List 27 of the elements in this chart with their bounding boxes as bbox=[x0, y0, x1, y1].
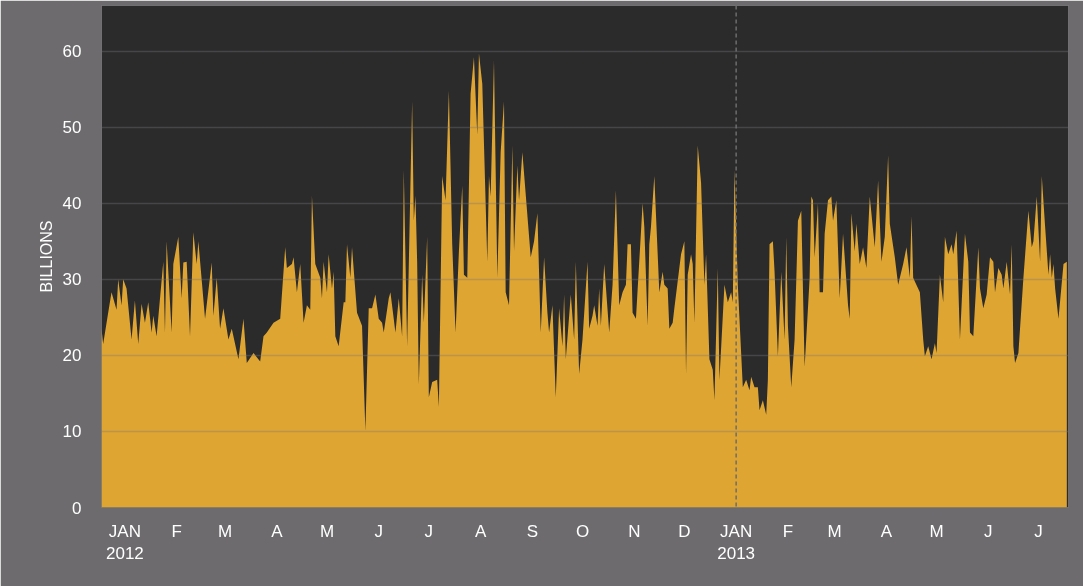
x-tick-label: J bbox=[1034, 521, 1043, 541]
y-tick-label: 50 bbox=[62, 118, 82, 138]
x-tick-label: A bbox=[271, 521, 284, 541]
x-tick-label: N bbox=[628, 521, 641, 541]
x-tick-label: F bbox=[171, 521, 182, 541]
x-tick-label: M bbox=[827, 521, 842, 541]
x-tick-label: JAN 2012 bbox=[105, 521, 144, 564]
x-tick-label: JAN 2013 bbox=[717, 521, 756, 564]
x-tick-label: J bbox=[374, 521, 383, 541]
y-axis-title: BILLIONS bbox=[37, 220, 55, 293]
x-tick-label: M bbox=[319, 521, 335, 541]
x-tick-label: F bbox=[782, 521, 794, 541]
x-tick-label: A bbox=[474, 521, 487, 541]
x-tick-label: M bbox=[929, 521, 944, 541]
x-tick-label: M bbox=[218, 521, 233, 541]
x-tick-label: J bbox=[424, 521, 434, 541]
y-tick-label: 60 bbox=[62, 42, 82, 62]
y-tick-label: 10 bbox=[62, 422, 82, 442]
y-tick-label: 20 bbox=[62, 346, 82, 366]
x-tick-label: D bbox=[678, 521, 691, 541]
y-tick-label: 0 bbox=[72, 498, 82, 518]
x-tick-label: A bbox=[880, 521, 893, 541]
x-tick-label: O bbox=[575, 521, 590, 541]
y-tick-label: 40 bbox=[62, 194, 82, 214]
x-tick-label: J bbox=[984, 521, 993, 541]
y-tick-label: 30 bbox=[62, 270, 82, 290]
x-tick-label: S bbox=[526, 521, 539, 541]
